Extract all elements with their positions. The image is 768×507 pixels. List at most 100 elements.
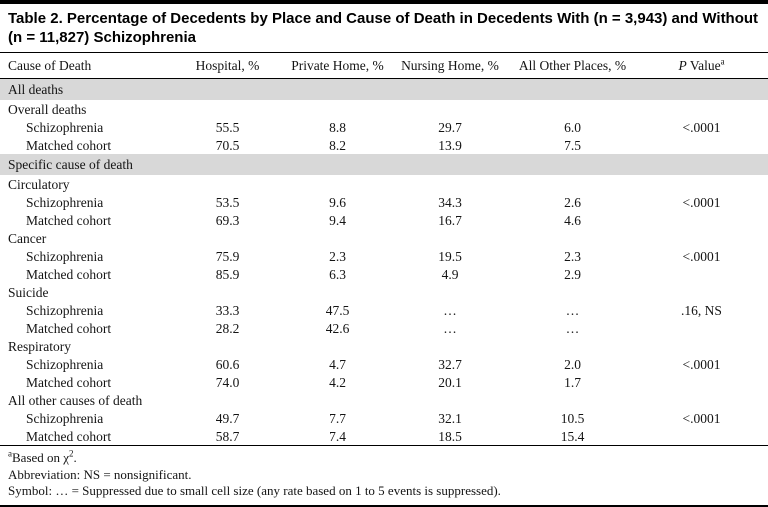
group-label: Circulatory: [8, 177, 70, 192]
private-home-cell: 9.4: [329, 213, 346, 228]
other-places-cell: 6.0: [564, 120, 581, 135]
section-band-specific-cause: Specific cause of death: [0, 154, 768, 175]
other-places-cell: 2.0: [564, 357, 581, 372]
row-label: Matched cohort: [26, 375, 112, 390]
other-places-cell: 2.3: [564, 249, 581, 264]
private-home-cell: 9.6: [329, 195, 346, 210]
private-home-cell: 6.3: [329, 267, 346, 282]
row-label: Schizophrenia: [26, 357, 104, 372]
row-label: Matched cohort: [26, 429, 112, 444]
other-places-cell: 2.6: [564, 195, 581, 210]
nursing-home-cell: …: [443, 321, 457, 336]
p-value-italic: P: [678, 58, 687, 73]
group-row-all-other-causes: All other causes of death: [0, 391, 768, 409]
nursing-home-cell: 20.1: [438, 375, 462, 390]
table-title: Table 2. Percentage of Decedents by Plac…: [0, 4, 768, 53]
row-label: Schizophrenia: [26, 249, 104, 264]
p-value-superscript: a: [720, 56, 725, 67]
private-home-cell: 7.4: [329, 429, 346, 444]
group-label: Suicide: [8, 285, 49, 300]
p-value-cell: <.0001: [682, 195, 721, 210]
private-home-cell: 42.6: [325, 321, 350, 336]
other-places-cell: …: [565, 321, 580, 336]
hospital-cell: 70.5: [215, 138, 240, 153]
private-home-cell: 8.2: [329, 138, 346, 153]
hospital-cell: 85.9: [215, 267, 240, 282]
section-band-label: Specific cause of death: [0, 154, 768, 175]
other-places-cell: 15.4: [560, 429, 585, 444]
footnote-symbol: Symbol: … = Suppressed due to small cell…: [8, 483, 501, 498]
row-label: Matched cohort: [26, 213, 112, 228]
section-band-all-deaths: All deaths: [0, 78, 768, 100]
footnote-chi-square: aBased on χ2.: [8, 448, 760, 467]
p-value-cell: <.0001: [682, 357, 721, 372]
private-home-cell: 8.8: [329, 120, 346, 135]
other-places-cell: 7.5: [564, 138, 581, 153]
table-row: Matched cohort 58.7 7.4 18.5 15.4: [0, 427, 768, 445]
p-value-cell: [635, 265, 768, 283]
nursing-home-cell: 32.7: [438, 357, 462, 372]
other-places-cell: 10.5: [560, 411, 585, 426]
column-header-cause-of-death: Cause of Death: [0, 53, 170, 79]
nursing-home-cell: 32.1: [438, 411, 462, 426]
row-label: Matched cohort: [26, 267, 112, 282]
private-home-cell: 47.5: [325, 303, 350, 318]
footnote-period: .: [73, 450, 77, 465]
group-label: Respiratory: [8, 339, 71, 354]
hospital-cell: 58.7: [215, 429, 240, 444]
group-row-overall-deaths: Overall deaths: [0, 100, 768, 118]
p-value-cell: <.0001: [682, 411, 721, 426]
private-home-cell: 4.2: [329, 375, 346, 390]
hospital-cell: 28.2: [215, 321, 240, 336]
nursing-home-cell: 18.5: [438, 429, 462, 444]
row-label: Matched cohort: [26, 321, 112, 336]
nursing-home-cell: 4.9: [441, 267, 459, 282]
p-value-cell: [635, 373, 768, 391]
column-header-private-home: Private Home, %: [285, 53, 390, 79]
hospital-cell: 33.3: [215, 303, 240, 318]
section-band-label: All deaths: [0, 78, 768, 100]
table-row: Schizophrenia 53.5 9.6 34.3 2.6 <.0001: [0, 193, 768, 211]
column-header-hospital: Hospital, %: [170, 53, 285, 79]
nursing-home-cell: 13.9: [438, 138, 462, 153]
table-row: Matched cohort 74.0 4.2 20.1 1.7: [0, 373, 768, 391]
table-row: Matched cohort 85.9 6.3 4.9 2.9: [0, 265, 768, 283]
hospital-cell: 60.6: [215, 357, 240, 372]
group-row-cancer: Cancer: [0, 229, 768, 247]
group-label: Cancer: [8, 231, 47, 246]
private-home-cell: 2.3: [329, 249, 346, 264]
footnote-abbreviation: Abbreviation: NS = nonsignificant.: [8, 466, 192, 482]
table-footnotes: aBased on χ2. Abbreviation: NS = nonsign…: [0, 445, 768, 505]
row-label: Matched cohort: [26, 138, 112, 153]
hospital-cell: 69.3: [215, 213, 240, 228]
p-value-cell: <.0001: [682, 120, 721, 135]
p-value-rest: Value: [686, 58, 721, 73]
table-row: Schizophrenia 33.3 47.5 … … .16, NS: [0, 301, 768, 319]
group-label: Overall deaths: [8, 102, 87, 117]
table-row: Matched cohort 28.2 42.6 … …: [0, 319, 768, 337]
hospital-cell: 49.7: [215, 411, 240, 426]
data-table: Cause of Death Hospital, % Private Home,…: [0, 53, 768, 445]
hospital-cell: 55.5: [215, 120, 240, 135]
row-label: Schizophrenia: [26, 303, 104, 318]
chi-square-superscript: 2: [69, 448, 74, 459]
row-label: Schizophrenia: [26, 120, 104, 135]
table-row: Schizophrenia 55.5 8.8 29.7 6.0 <.0001: [0, 118, 768, 136]
hospital-cell: 53.5: [215, 195, 240, 210]
nursing-home-cell: 34.3: [438, 195, 462, 210]
p-value-cell: [635, 211, 768, 229]
table-row: Matched cohort 69.3 9.4 16.7 4.6: [0, 211, 768, 229]
p-value-cell: <.0001: [682, 249, 721, 264]
nursing-home-cell: 29.7: [438, 120, 462, 135]
p-value-cell: [635, 136, 768, 154]
other-places-cell: 1.7: [564, 375, 581, 390]
row-label: Schizophrenia: [26, 411, 104, 426]
group-row-respiratory: Respiratory: [0, 337, 768, 355]
p-value-cell: [635, 319, 768, 337]
p-value-cell: [635, 427, 768, 445]
bottom-rule: [0, 504, 768, 507]
p-value-cell: .16, NS: [681, 303, 722, 318]
column-header-row: Cause of Death Hospital, % Private Home,…: [0, 53, 768, 79]
other-places-cell: 4.6: [564, 213, 581, 228]
